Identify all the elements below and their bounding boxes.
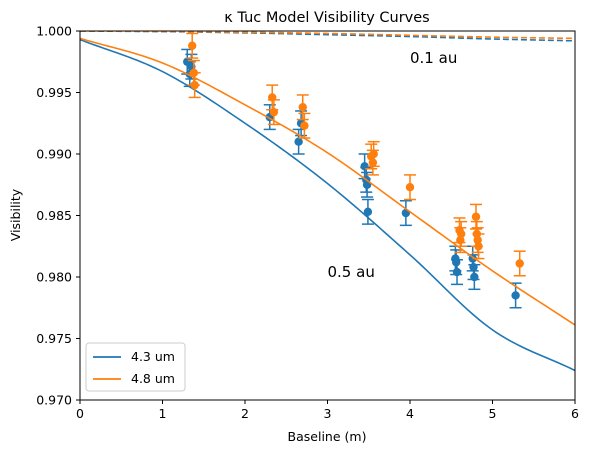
marker <box>515 259 524 268</box>
data-point-4-8-um <box>470 203 482 230</box>
x-tick-label: 4 <box>406 406 414 421</box>
x-tick-label: 0 <box>76 406 84 421</box>
data-point-4-8-um <box>472 233 485 260</box>
marker <box>471 212 481 221</box>
marker <box>405 183 415 192</box>
annotation-0-1-au: 0.1 au <box>410 49 457 67</box>
marker <box>473 235 482 245</box>
y-tick-label: 0.985 <box>36 208 72 223</box>
y-tick-label: 0.980 <box>36 270 72 285</box>
x-axis-label: Baseline (m) <box>288 429 367 444</box>
data-point-4-8-um <box>267 99 280 126</box>
data-point-4-8-um <box>367 140 380 168</box>
data-point-4-8-um <box>454 227 467 254</box>
y-tick-label: 0.995 <box>36 85 72 100</box>
x-tick-label: 6 <box>571 406 579 421</box>
data-point-4-3-um <box>451 259 464 286</box>
marker <box>294 137 303 146</box>
data-point-4-3-um <box>292 128 305 155</box>
marker <box>474 242 483 251</box>
data-point-4-8-um <box>298 112 311 139</box>
data-point-4-8-um <box>404 174 416 201</box>
legend: 4.3 um 4.8 um <box>85 342 186 392</box>
x-tick-label: 3 <box>324 406 332 421</box>
data-point-4-3-um <box>399 199 412 227</box>
marker <box>298 103 307 112</box>
marker <box>300 121 309 130</box>
data-point-4-8-um <box>188 72 201 99</box>
y-axis-label: Visibility <box>8 188 23 241</box>
legend-label-4-8-um: 4.8 um <box>131 371 175 386</box>
model-curve-0-5-au-4-8-um <box>80 37 575 326</box>
marker <box>452 267 462 277</box>
x-tick-label: 2 <box>241 406 249 421</box>
model-curve-0-5-au-4-3-um <box>80 38 575 372</box>
x-tick-label: 1 <box>159 406 167 421</box>
marker <box>369 149 378 159</box>
data-point-4-8-um <box>513 250 526 277</box>
marker <box>269 107 279 117</box>
x-tick-label: 5 <box>489 406 497 421</box>
marker <box>363 207 373 217</box>
plot-area <box>80 31 575 372</box>
y-tick-label: 0.975 <box>36 331 72 346</box>
marker <box>470 272 479 282</box>
marker <box>511 291 520 300</box>
y-tick-label: 0.970 <box>36 393 72 408</box>
marker <box>456 229 466 239</box>
legend-label-4-3-um: 4.3 um <box>131 349 175 364</box>
y-tick-label: 0.990 <box>36 147 72 162</box>
marker <box>190 80 199 90</box>
y-tick-label: 1.000 <box>36 24 72 39</box>
annotation-0-5-au: 0.5 au <box>328 263 375 281</box>
data-point-4-3-um <box>361 198 374 225</box>
data-point-4-8-um <box>296 94 309 121</box>
chart-title: κ Tuc Model Visibility Curves <box>224 10 429 26</box>
marker <box>368 158 378 167</box>
axes: 0 1 2 3 4 5 6 0.970 0.975 0.980 0.985 0.990 0.995 1.0… <box>36 24 579 422</box>
marker <box>188 41 197 50</box>
data-point-4-8-um <box>186 32 199 59</box>
data-point-4-3-um <box>468 263 481 291</box>
marker <box>456 235 465 245</box>
data-point-4-8-um <box>455 220 468 247</box>
